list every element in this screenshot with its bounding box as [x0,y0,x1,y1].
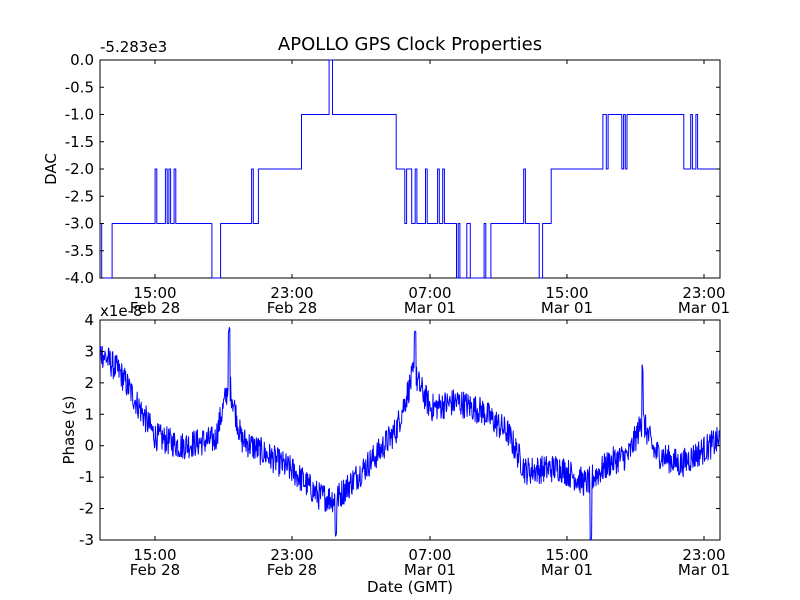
x-tick-date-label: Feb 28 [267,561,317,579]
y-tick-label: -3 [79,531,94,549]
x-axis-label: Date (GMT) [367,578,453,596]
axis-offset-text: x1e-8 [100,302,143,320]
x-tick-date-label: Mar 01 [541,561,593,579]
x-tick-time-label: 23:00 [682,284,725,302]
y-tick-label: -2.0 [65,160,94,178]
x-tick-time-label: 23:00 [270,546,313,564]
x-tick-date-label: Mar 01 [404,561,456,579]
y-tick-label: -2.5 [65,187,94,205]
y-tick-label: -3.0 [65,215,94,233]
x-tick-date-label: Mar 01 [678,299,730,317]
x-tick-time-label: 23:00 [682,546,725,564]
y-tick-label: 0 [84,437,94,455]
y-tick-label: -0.5 [65,78,94,96]
y-tick-label: -1.0 [65,106,94,124]
x-tick-date-label: Mar 01 [541,299,593,317]
x-tick-date-label: Mar 01 [404,299,456,317]
y-tick-label: 3 [84,342,94,360]
y-tick-label: 2 [84,374,94,392]
y-tick-label: 4 [84,311,94,329]
chart-title: APOLLO GPS Clock Properties [278,34,542,55]
series-line-phase [99,327,721,541]
x-tick-date-label: Feb 28 [130,561,180,579]
series-line-dac [99,59,720,279]
y-tick-label: 0.0 [70,51,94,69]
x-tick-date-label: Mar 01 [678,561,730,579]
y-tick-label: -3.5 [65,242,94,260]
y-tick-label: -1 [79,468,94,486]
axis-offset-text: -5.283e3 [100,38,167,56]
x-tick-time-label: 07:00 [408,546,451,564]
y-tick-label: 1 [84,405,94,423]
x-tick-time-label: 15:00 [133,284,176,302]
x-tick-time-label: 15:00 [545,546,588,564]
dac-panel: 0.0 -0.5 -1.0 -1.5 -2.0 -2.5 -3.0 -3.5 -4.0 15:00… [42,34,730,317]
y-tick-label: -1.5 [65,133,94,151]
y-tick-label: -2 [79,500,94,518]
y-tick-label: -4.0 [65,269,94,287]
x-tick-date-label: Feb 28 [130,299,180,317]
y-axis-label: DAC [42,153,60,185]
y-axis-label: Phase (s) [60,395,78,464]
plot-area [99,319,721,541]
x-tick-time-label: 07:00 [408,284,451,302]
x-tick-time-label: 23:00 [270,284,313,302]
x-tick-date-label: Feb 28 [267,299,317,317]
x-tick-time-label: 15:00 [133,546,176,564]
x-tick-time-label: 15:00 [545,284,588,302]
